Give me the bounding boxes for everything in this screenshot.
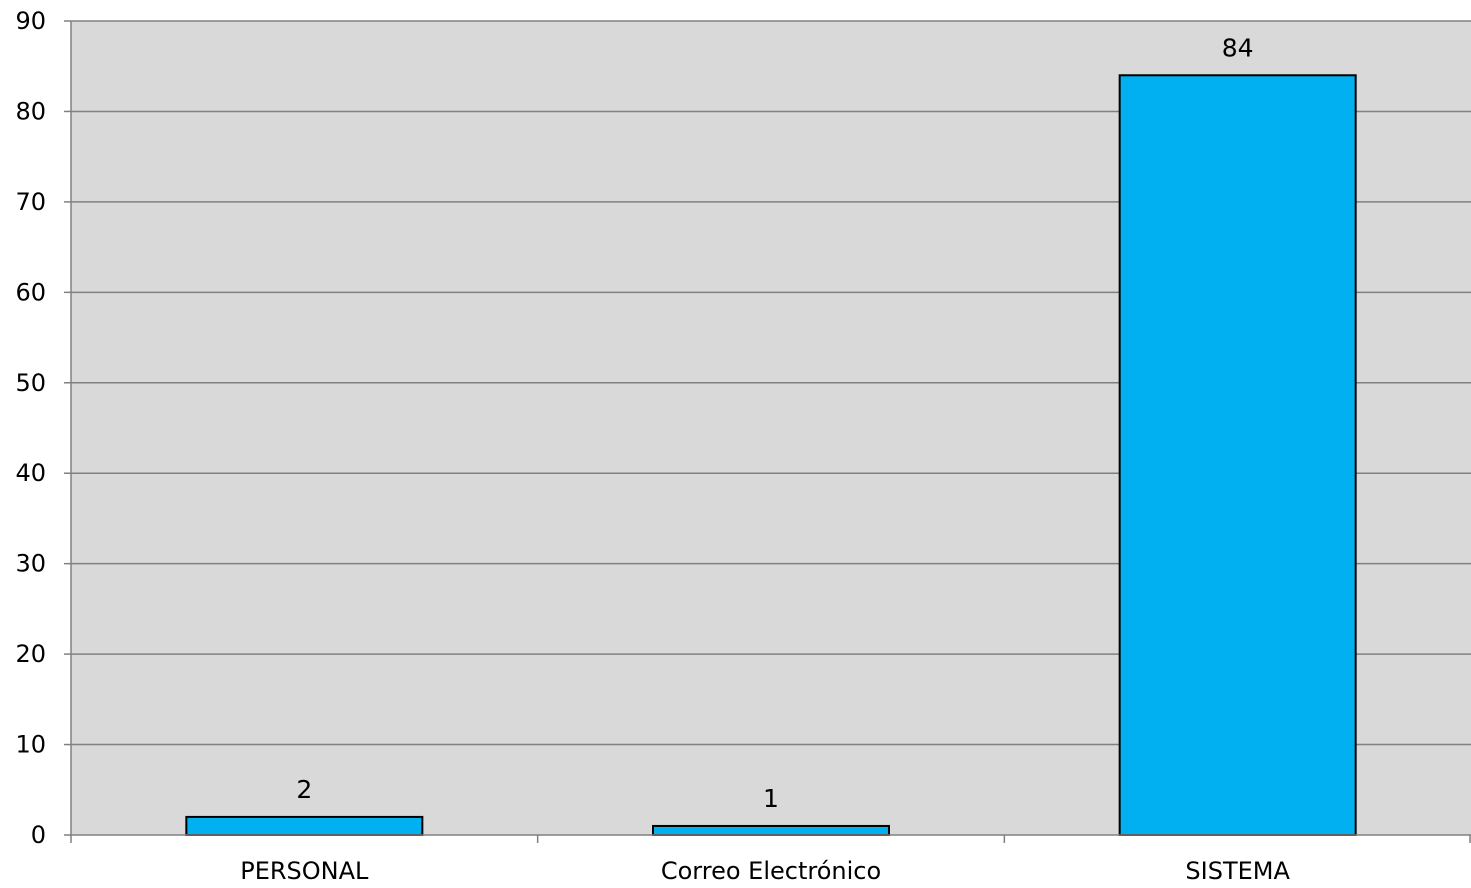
y-tick-label: 0 — [31, 821, 46, 849]
x-tick-label: SISTEMA — [1185, 857, 1290, 885]
y-tick-label: 30 — [15, 550, 46, 578]
y-tick-label: 40 — [15, 459, 46, 487]
bar — [185, 815, 424, 837]
bar — [652, 824, 890, 837]
y-tick-label: 90 — [15, 7, 46, 35]
y-tick-label: 50 — [15, 369, 46, 397]
y-tick-label: 60 — [15, 278, 46, 306]
plot-area: 0 10 20 30 40 50 60 70 80 90 2 PERSONAL 1 Correo Elec… — [15, 7, 1471, 885]
x-tick-label: PERSONAL — [240, 857, 369, 885]
x-tick-label: Correo Electrónico — [661, 857, 881, 885]
y-tick-label: 20 — [15, 640, 46, 668]
bar — [1118, 74, 1357, 837]
y-tick-label: 70 — [15, 188, 46, 216]
data-label: 84 — [1222, 33, 1254, 62]
y-tick-label: 10 — [15, 731, 46, 759]
y-tick-label: 80 — [15, 97, 46, 125]
data-label: 1 — [763, 784, 779, 813]
data-label: 2 — [296, 775, 312, 804]
